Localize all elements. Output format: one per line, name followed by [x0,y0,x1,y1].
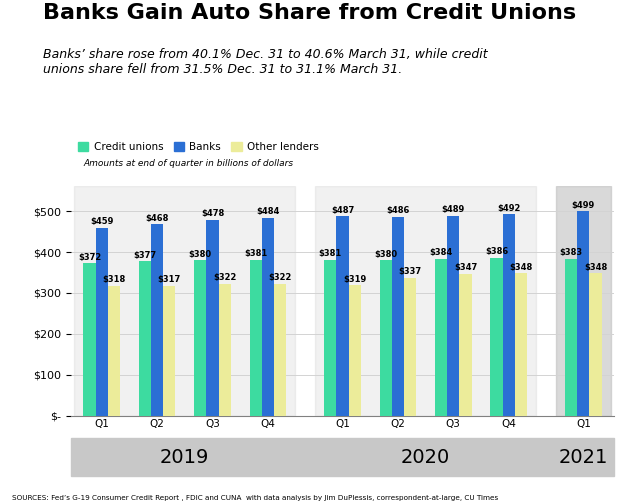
Bar [84,264,95,416]
Bar [249,260,262,416]
Bar [139,262,151,416]
Bar [515,273,527,416]
Bar [459,274,472,416]
Bar [565,259,577,416]
Bar [337,216,348,416]
Bar [379,260,392,416]
Text: $484: $484 [256,207,280,216]
Bar [194,260,206,416]
Text: $489: $489 [441,205,465,214]
Bar [590,273,601,416]
Text: $317: $317 [157,275,181,284]
Text: $322: $322 [213,273,236,282]
Text: $499: $499 [572,201,595,210]
Bar [348,285,361,416]
Bar [315,186,536,416]
Text: $372: $372 [78,253,101,262]
Text: $380: $380 [374,249,397,259]
Text: $322: $322 [268,273,291,282]
Bar [392,217,404,416]
Bar [577,212,590,416]
Text: $377: $377 [133,251,156,260]
Text: $459: $459 [90,217,113,226]
Bar [404,278,416,416]
Bar [324,260,337,416]
Text: $319: $319 [343,275,366,284]
Bar [151,224,163,416]
Text: $318: $318 [102,275,125,284]
Bar [163,286,175,416]
Bar [95,228,108,416]
Text: 2020: 2020 [401,448,450,467]
Text: $486: $486 [386,206,410,215]
Bar [219,284,231,416]
Text: $381: $381 [244,249,267,258]
Bar [262,218,274,416]
Bar [108,286,120,416]
Text: $380: $380 [188,249,212,259]
Text: $478: $478 [201,210,224,218]
Bar [206,220,219,416]
Text: $384: $384 [430,248,453,257]
Text: $468: $468 [146,214,169,223]
Bar [447,216,459,416]
Text: $383: $383 [560,248,583,258]
Text: $348: $348 [584,263,607,272]
Bar [556,186,611,416]
Text: Amounts at end of quarter in billions of dollars: Amounts at end of quarter in billions of… [84,159,294,168]
Text: $337: $337 [399,267,422,276]
Bar [74,186,296,416]
Text: $386: $386 [485,247,508,256]
Text: $492: $492 [497,204,520,213]
Text: Banks’ share rose from 40.1% Dec. 31 to 40.6% March 31, while credit
unions shar: Banks’ share rose from 40.1% Dec. 31 to … [43,48,488,76]
Legend: Credit unions, Banks, Other lenders: Credit unions, Banks, Other lenders [74,138,323,156]
Text: $487: $487 [331,206,354,215]
Text: 2019: 2019 [160,448,210,467]
Text: SOURCES: Fed’s G-19 Consumer Credit Report , FDIC and CUNA  with data analysis b: SOURCES: Fed’s G-19 Consumer Credit Repo… [12,495,498,501]
Text: Banks Gain Auto Share from Credit Unions: Banks Gain Auto Share from Credit Unions [43,3,577,23]
Text: 2021: 2021 [559,448,608,467]
Bar [435,259,447,416]
Text: $348: $348 [509,263,533,272]
Bar [274,284,286,416]
Bar [490,258,503,416]
Text: $347: $347 [454,263,477,272]
Text: $381: $381 [319,249,342,258]
Bar [503,214,515,416]
